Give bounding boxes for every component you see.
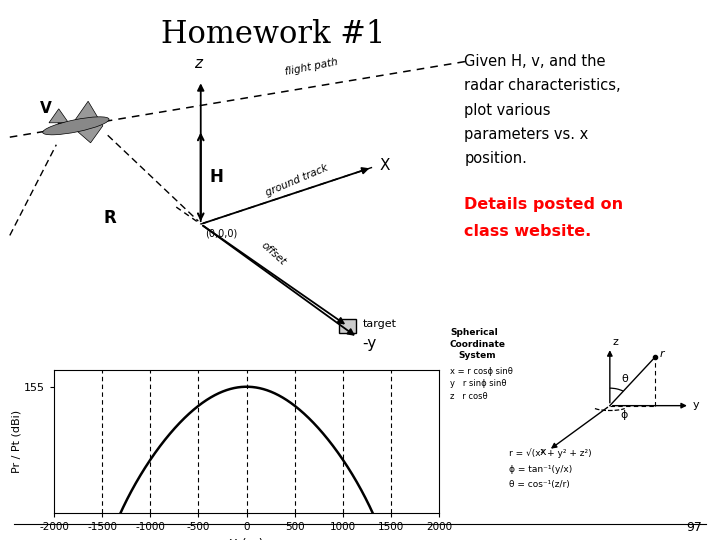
Text: System: System (458, 351, 495, 360)
Text: x: x (539, 447, 546, 457)
X-axis label: X (m): X (m) (230, 538, 264, 540)
Polygon shape (71, 102, 103, 143)
Text: ϕ: ϕ (621, 410, 628, 420)
Text: r: r (659, 349, 664, 359)
Text: R: R (104, 210, 117, 227)
Text: flight path: flight path (284, 57, 338, 77)
Text: parameters vs. x: parameters vs. x (464, 127, 589, 142)
Polygon shape (49, 109, 68, 123)
Text: radar characteristics,: radar characteristics, (464, 78, 621, 93)
Text: y   r sinϕ sinθ: y r sinϕ sinθ (450, 380, 506, 388)
Text: position.: position. (464, 151, 527, 166)
Text: offset: offset (259, 240, 288, 268)
Ellipse shape (42, 117, 109, 135)
Text: Details posted on: Details posted on (464, 197, 624, 212)
Text: plot various: plot various (464, 103, 551, 118)
Text: r = √(x² + y² + z²): r = √(x² + y² + z²) (508, 449, 591, 458)
Bar (339, 319, 356, 333)
Y-axis label: Pr / Pt (dBi): Pr / Pt (dBi) (12, 410, 21, 473)
Text: -y: -y (362, 336, 377, 350)
Text: θ = cos⁻¹(z/r): θ = cos⁻¹(z/r) (508, 480, 570, 489)
Text: class website.: class website. (464, 224, 592, 239)
Text: X: X (379, 158, 390, 173)
Text: H: H (210, 168, 223, 186)
Text: z   r cosθ: z r cosθ (450, 392, 487, 401)
Text: ϕ = tan⁻¹(y/x): ϕ = tan⁻¹(y/x) (508, 465, 572, 474)
Text: z: z (613, 338, 618, 347)
Text: V: V (40, 101, 52, 116)
Text: z: z (194, 56, 202, 71)
Text: y: y (693, 400, 699, 410)
Text: Spherical: Spherical (450, 328, 498, 337)
Text: Given H, v, and the: Given H, v, and the (464, 54, 606, 69)
Text: θ: θ (622, 374, 629, 384)
Text: Coordinate: Coordinate (450, 340, 506, 348)
Text: target: target (362, 319, 396, 329)
Text: x = r cosϕ sinθ: x = r cosϕ sinθ (450, 367, 513, 376)
Text: 97: 97 (686, 521, 702, 534)
Text: (0,0,0): (0,0,0) (204, 228, 237, 239)
Text: Homework #1: Homework #1 (161, 19, 386, 50)
Text: ground track: ground track (264, 163, 330, 198)
